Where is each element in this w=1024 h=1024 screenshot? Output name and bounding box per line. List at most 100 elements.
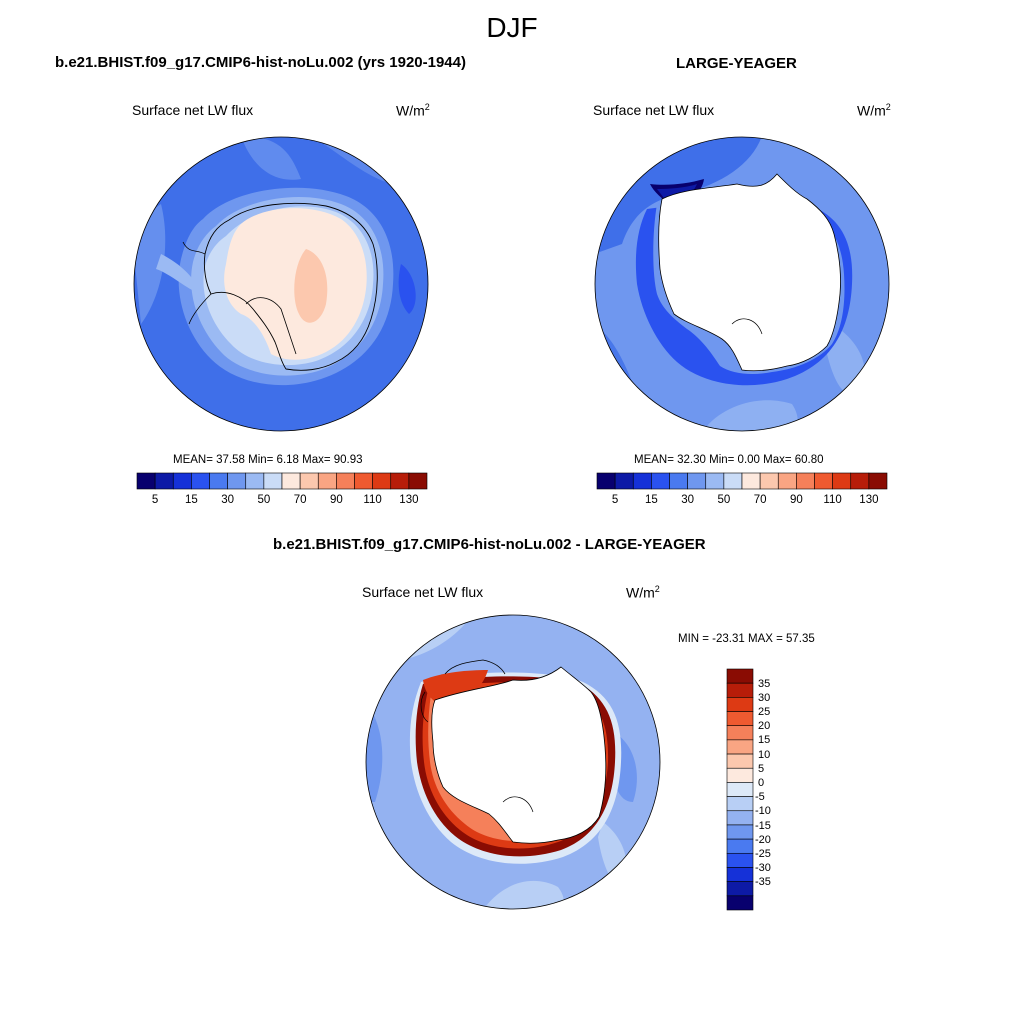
model-cb-label-70: 70 [293, 494, 307, 506]
obs-cb-label-30: 30 [681, 494, 694, 506]
colorbar-swatch [868, 472, 888, 490]
model-cb-label-130: 130 [399, 494, 419, 506]
diff-colorbar-labels: 35 30 25 20 15 10 5 0 -5 -10 -15 -20 -25… [755, 669, 798, 910]
diff-cb-label-35: 35 [758, 677, 771, 690]
colorbar-swatch [726, 824, 754, 840]
colorbar-swatch [726, 753, 754, 769]
diff-cb-label-5: 5 [758, 762, 765, 775]
colorbar-swatch [726, 697, 754, 712]
colorbar-swatch [614, 472, 634, 490]
obs-colorbar [596, 472, 888, 490]
obs-cb-label-110: 110 [823, 494, 842, 506]
colorbar-swatch [172, 472, 192, 490]
diff-cb-label-20: 20 [758, 720, 771, 733]
model-cb-label-15: 15 [184, 494, 198, 506]
colorbar-swatch [669, 472, 688, 490]
obs-cb-label-5: 5 [611, 494, 619, 506]
colorbar-swatch [777, 472, 797, 490]
colorbar-swatch [726, 852, 754, 868]
obs-stats: MEAN= 32.30 Min= 0.00 Max= 60.80 [634, 454, 824, 466]
diff-cb-label-neg25: -25 [755, 847, 771, 860]
obs-panel-title: LARGE-YEAGER [676, 55, 797, 72]
colorbar-swatch [281, 472, 301, 490]
colorbar-swatch [850, 472, 870, 490]
colorbar-swatch [372, 472, 392, 490]
diff-polar-map [365, 614, 661, 910]
colorbar-swatch [209, 472, 228, 490]
colorbar-swatch [336, 472, 355, 490]
diff-cb-label-10: 10 [758, 748, 771, 761]
colorbar-swatch [245, 472, 265, 490]
colorbar-swatch [726, 711, 754, 727]
obs-cb-label-70: 70 [753, 494, 767, 506]
diff-cb-label-neg10: -10 [755, 805, 771, 818]
colorbar-swatch [796, 472, 815, 490]
colorbar-swatch [726, 739, 754, 755]
obs-cb-label-15: 15 [644, 494, 658, 506]
model-units: W/m2 [396, 102, 430, 119]
figure-title: DJF [486, 12, 538, 43]
colorbar-swatch [227, 472, 247, 490]
diff-panel-title: b.e21.BHIST.f09_g17.CMIP6-hist-noLu.002 … [273, 536, 706, 553]
colorbar-swatch [408, 472, 428, 490]
model-variable-label: Surface net LW flux [132, 102, 254, 118]
model-colorbar-labels: 5 15 30 50 70 90 110 130 [137, 494, 427, 510]
diff-cb-label-15: 15 [758, 734, 771, 747]
colorbar-swatch [136, 472, 156, 490]
model-cb-label-50: 50 [257, 494, 271, 506]
colorbar-swatch [596, 472, 616, 490]
colorbar-swatch [705, 472, 725, 490]
colorbar-swatch [726, 810, 754, 826]
diff-colorbar [726, 668, 754, 911]
diff-cb-label-neg30: -30 [755, 862, 771, 874]
diff-cb-label-neg20: -20 [755, 833, 771, 846]
obs-cb-label-50: 50 [717, 494, 731, 506]
colorbar-swatch [726, 782, 754, 797]
colorbar-swatch [651, 472, 670, 490]
model-cb-label-30: 30 [221, 494, 234, 506]
model-cb-label-90: 90 [329, 494, 343, 506]
colorbar-swatch [759, 472, 779, 490]
colorbar-swatch [726, 881, 754, 897]
obs-variable-label: Surface net LW flux [593, 102, 715, 118]
colorbar-swatch [832, 472, 852, 490]
colorbar-swatch [726, 682, 754, 698]
colorbar-swatch [632, 472, 652, 490]
obs-cb-label-130: 130 [859, 494, 879, 506]
colorbar-swatch [390, 472, 410, 490]
diff-cb-label-0: 0 [758, 776, 765, 789]
diff-variable-label: Surface net LW flux [362, 584, 484, 600]
diff-cb-label-30: 30 [758, 691, 771, 704]
colorbar-swatch [687, 472, 707, 490]
model-polar-map [133, 136, 429, 432]
obs-units: W/m2 [857, 102, 891, 119]
colorbar-swatch [723, 472, 743, 490]
diff-cb-label-neg15: -15 [755, 819, 771, 832]
obs-polar-map [594, 136, 890, 432]
diff-cb-label-neg5: -5 [755, 791, 765, 804]
colorbar-swatch [726, 895, 754, 911]
colorbar-swatch [263, 472, 283, 490]
diff-cb-label-neg35: -35 [755, 876, 771, 889]
model-stats: MEAN= 37.58 Min= 6.18 Max= 90.93 [173, 454, 363, 466]
colorbar-swatch [299, 472, 319, 490]
obs-cb-label-90: 90 [789, 494, 803, 506]
colorbar-swatch [154, 472, 174, 490]
diff-stats: MIN = -23.31 MAX = 57.35 [678, 633, 815, 645]
colorbar-swatch [726, 838, 754, 854]
colorbar-swatch [726, 725, 754, 741]
colorbar-swatch [741, 472, 761, 490]
model-colorbar [136, 472, 428, 490]
model-cb-label-110: 110 [363, 494, 382, 506]
diff-cb-label-25: 25 [758, 706, 771, 719]
colorbar-swatch [354, 472, 373, 490]
colorbar-swatch [191, 472, 210, 490]
model-cb-label-5: 5 [151, 494, 159, 506]
colorbar-swatch [317, 472, 337, 490]
colorbar-swatch [814, 472, 833, 490]
model-panel-title: b.e21.BHIST.f09_g17.CMIP6-hist-noLu.002 … [55, 54, 466, 71]
colorbar-swatch [726, 796, 754, 812]
colorbar-swatch [726, 867, 754, 882]
colorbar-swatch [726, 767, 754, 783]
colorbar-swatch [726, 668, 754, 684]
